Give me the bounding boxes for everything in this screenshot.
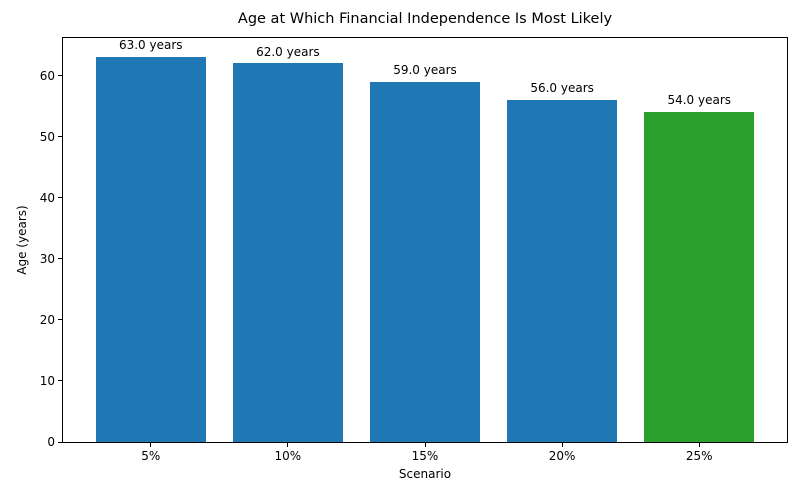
y-tick-label: 50 — [39, 129, 55, 144]
x-tick-mark — [698, 442, 700, 447]
x-tick-mark — [150, 442, 152, 447]
chart-title: Age at Which Financial Independence Is M… — [237, 11, 613, 27]
y-tick-mark — [58, 380, 63, 382]
x-tick-mark — [287, 442, 289, 447]
bar-value-label: 59.0 years — [393, 62, 457, 77]
bar-10% — [233, 63, 343, 442]
y-tick-mark — [58, 136, 63, 138]
y-tick-label: 30 — [39, 251, 55, 266]
x-tick-label: 25% — [685, 449, 713, 463]
x-tick-mark — [424, 442, 426, 447]
y-tick-mark — [58, 441, 63, 443]
y-tick-mark — [58, 197, 63, 199]
plot-area: 63.0 years 5% 62.0 years 10% 59.0 years 15% 56… — [40, 37, 788, 463]
bar-20% — [507, 100, 617, 442]
bar-value-label: 54.0 years — [667, 93, 732, 108]
bar-value-label: 62.0 years — [256, 44, 320, 59]
bar-15% — [370, 81, 480, 442]
y-tick-label: 40 — [39, 190, 55, 205]
bar-value-label: 63.0 years — [118, 38, 183, 53]
y-tick-label: 60 — [39, 68, 55, 83]
x-axis-label: Scenario — [398, 467, 452, 481]
bar-5% — [95, 57, 206, 442]
y-tick-label: 20 — [39, 312, 55, 327]
x-tick-label: 10% — [274, 449, 302, 463]
y-axis-label: Age (years) — [15, 205, 29, 275]
y-tick-mark — [58, 75, 63, 77]
y-tick-label: 0 — [47, 435, 55, 449]
y-tick-mark — [58, 258, 63, 260]
bar-25% — [644, 112, 755, 442]
x-tick-label: 5% — [141, 449, 161, 463]
x-tick-label: 15% — [411, 449, 439, 463]
bar-value-label: 56.0 years — [530, 81, 594, 96]
y-tick-label: 10 — [39, 373, 55, 388]
x-tick-mark — [561, 442, 563, 447]
x-tick-label: 20% — [548, 449, 576, 463]
y-tick-mark — [58, 319, 63, 321]
